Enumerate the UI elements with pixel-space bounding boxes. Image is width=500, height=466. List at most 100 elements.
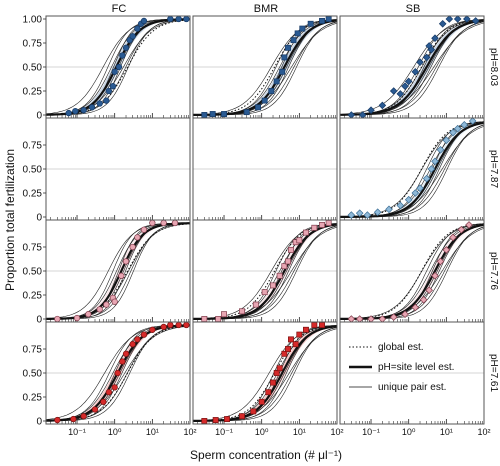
data-point xyxy=(54,416,61,424)
data-point xyxy=(276,365,283,372)
y-tick-label: 0.25 xyxy=(23,87,43,98)
panel-r1-c1 xyxy=(192,117,338,221)
data-point xyxy=(296,237,303,244)
data-point xyxy=(363,211,372,219)
column-label-sb: SB xyxy=(406,3,421,15)
data-point xyxy=(167,321,174,329)
row-label-ph-7-76: pH=7.76 xyxy=(488,252,499,291)
data-point xyxy=(122,44,130,51)
global-estimate-curve xyxy=(193,325,338,422)
data-point xyxy=(115,63,123,71)
data-point xyxy=(105,87,113,95)
data-point xyxy=(171,219,179,227)
x-tick-label: 10² xyxy=(330,427,343,437)
data-point xyxy=(140,226,148,233)
data-point xyxy=(243,109,250,116)
data-point xyxy=(419,296,428,304)
data-point xyxy=(175,321,182,329)
data-point xyxy=(431,157,439,166)
data-point xyxy=(311,322,318,328)
column-label-fc: FC xyxy=(112,3,127,15)
legend-unique-pair-label: unique pair est. xyxy=(378,382,446,393)
row-label-ph-7-87: pH=7.87 xyxy=(488,150,499,189)
data-point xyxy=(201,112,208,118)
data-point xyxy=(436,257,445,266)
data-point xyxy=(285,44,291,51)
data-point xyxy=(149,219,156,227)
data-point xyxy=(431,34,439,42)
data-point xyxy=(54,315,61,323)
data-point xyxy=(422,174,431,183)
data-point xyxy=(111,68,118,75)
data-point xyxy=(175,15,182,23)
data-point xyxy=(73,314,81,322)
data-point xyxy=(396,90,405,98)
data-point xyxy=(285,346,291,352)
data-point xyxy=(281,54,288,61)
data-point xyxy=(261,289,268,296)
data-point xyxy=(294,30,301,37)
data-point xyxy=(114,369,121,377)
panel-r1-c2 xyxy=(339,117,485,221)
x-tick-label: 10⁰ xyxy=(108,427,122,437)
data-point xyxy=(201,316,208,322)
data-point xyxy=(201,418,208,424)
panel-frame xyxy=(192,321,338,425)
data-point xyxy=(118,272,125,279)
data-point xyxy=(319,17,325,24)
x-tick-label: 10⁻¹ xyxy=(362,427,380,437)
data-point xyxy=(276,272,283,279)
data-point xyxy=(303,229,309,236)
legend: global est. pH=site level est. unique pa… xyxy=(349,342,454,393)
data-point xyxy=(160,323,167,331)
global-estimate-curve xyxy=(46,325,191,422)
column-label-bmr: BMR xyxy=(254,3,279,15)
x-tick-label: 10¹ xyxy=(440,427,453,437)
data-point xyxy=(288,246,294,253)
data-point xyxy=(149,326,156,333)
panel-r0-c0 xyxy=(45,15,191,119)
data-point xyxy=(396,201,405,210)
x-tick-label: 10¹ xyxy=(146,427,159,437)
data-point xyxy=(307,20,314,27)
data-point xyxy=(411,68,420,76)
y-tick-label: 0 xyxy=(36,213,42,224)
data-point xyxy=(453,124,462,133)
data-point xyxy=(442,246,451,254)
row-label-ph-7-61: pH=7.61 xyxy=(488,354,499,393)
data-point xyxy=(221,111,227,117)
x-tick-label: 10² xyxy=(183,427,196,437)
data-point xyxy=(457,225,466,234)
data-point xyxy=(239,413,245,420)
data-point xyxy=(129,341,136,348)
data-point xyxy=(436,146,445,154)
data-point xyxy=(215,316,222,322)
data-point xyxy=(385,205,393,214)
y-tick-label: 0.25 xyxy=(23,291,43,302)
confidence-band xyxy=(46,223,190,319)
global-estimate-curve xyxy=(46,223,191,320)
panel-frame xyxy=(339,321,485,425)
data-point xyxy=(140,331,148,338)
data-point xyxy=(442,136,451,144)
data-point xyxy=(85,311,92,318)
x-tick-label: 10⁻¹ xyxy=(68,427,86,437)
panel-r2-c0 xyxy=(45,219,191,323)
y-tick-label: 1.00 xyxy=(23,15,43,26)
panel-r3-c2 xyxy=(339,321,485,425)
y-axis-label: Proportion total fertilization xyxy=(3,149,17,291)
data-point xyxy=(411,189,420,197)
data-point xyxy=(465,221,473,229)
y-tick-label: 0.25 xyxy=(23,189,43,200)
panel-r1-c0 xyxy=(45,117,191,221)
x-tick-label: 10⁻¹ xyxy=(215,427,233,437)
data-point xyxy=(288,336,294,343)
data-point xyxy=(212,417,219,423)
data-point xyxy=(425,286,433,294)
data-point xyxy=(438,20,447,28)
data-point xyxy=(303,326,309,333)
data-point xyxy=(404,195,413,204)
y-tick-label: 0.50 xyxy=(23,63,43,74)
data-point xyxy=(416,58,424,66)
data-point xyxy=(422,53,431,62)
